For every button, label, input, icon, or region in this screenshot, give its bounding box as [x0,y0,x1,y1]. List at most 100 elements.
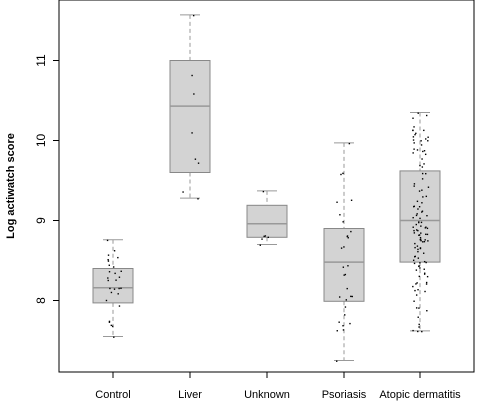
data-point [418,205,421,208]
data-point [347,265,349,267]
data-point [426,227,429,230]
data-point [339,214,341,216]
data-point [109,287,111,290]
data-point [115,279,117,281]
data-point [424,290,426,293]
x-tick-label: Psoriasis [322,389,367,401]
data-point [412,117,414,119]
data-point [415,269,418,271]
data-point [191,132,193,134]
data-point [426,275,429,278]
data-point [423,273,426,275]
data-point [117,256,119,259]
data-point [346,235,349,237]
data-point [420,225,422,227]
data-point [421,178,424,180]
data-point [420,140,422,142]
data-point [413,148,415,150]
box-3 [246,190,288,245]
data-point [425,261,427,264]
data-point [426,310,428,312]
data-point [419,236,422,239]
data-point [415,132,417,135]
data-point [418,190,421,192]
y-tick-label: 11 [34,54,48,67]
data-point [425,172,427,175]
data-point [342,266,345,268]
box-1 [92,239,134,337]
data-point [261,238,263,240]
data-point [413,142,415,144]
data-point [425,233,427,236]
data-point [342,329,345,331]
data-point [264,235,267,237]
y-tick-label: 9 [34,217,48,224]
data-point [413,256,416,258]
data-point [259,244,261,246]
data-point [413,300,415,302]
data-point [112,325,114,327]
data-point [422,150,424,153]
data-point [262,190,265,193]
data-point [107,277,109,279]
x-tick-label: Atopic dermatitis [379,389,461,401]
data-point [421,202,423,204]
data-point [425,195,428,198]
box-body [169,60,211,173]
data-point [340,173,342,176]
data-point [417,316,419,318]
data-point [342,172,344,175]
data-point [415,294,418,296]
data-point [421,189,423,191]
data-point [267,236,269,239]
data-point [349,322,351,325]
data-point [420,221,423,224]
jitter-points [105,14,430,362]
data-point [117,293,119,295]
data-point [108,320,111,323]
data-point [418,326,420,328]
data-point [419,247,422,250]
data-point [418,307,420,309]
data-point [424,239,426,241]
data-point [197,198,199,200]
data-point [419,217,421,220]
data-point [414,133,416,136]
box-body [399,170,441,263]
data-point [421,210,424,212]
data-point [420,232,422,234]
data-point [107,279,109,282]
data-point [423,268,425,270]
data-point [424,272,426,274]
data-point [107,260,110,262]
data-point [350,295,352,298]
data-point [414,289,416,292]
data-point [418,234,420,237]
data-point [412,285,414,288]
data-point [415,283,417,285]
data-point [414,246,416,249]
data-point [263,235,265,238]
data-point [427,140,429,142]
data-point [338,321,340,323]
data-point [422,252,425,254]
data-point [417,250,419,253]
data-point [417,229,419,232]
data-point [427,186,430,188]
data-point [418,221,420,224]
data-point [412,216,414,219]
data-point [424,227,427,229]
data-point [336,201,338,203]
data-point [192,14,195,17]
data-point [106,239,109,242]
y-tick-label: 8 [34,297,48,304]
data-point [120,287,122,290]
data-point [338,296,341,298]
data-point [118,305,121,307]
y-axis: 8 9 10 11 [34,54,59,304]
data-point [344,306,347,308]
data-point [417,257,420,259]
data-point [412,136,415,138]
data-point [105,299,108,302]
data-point [348,142,351,145]
